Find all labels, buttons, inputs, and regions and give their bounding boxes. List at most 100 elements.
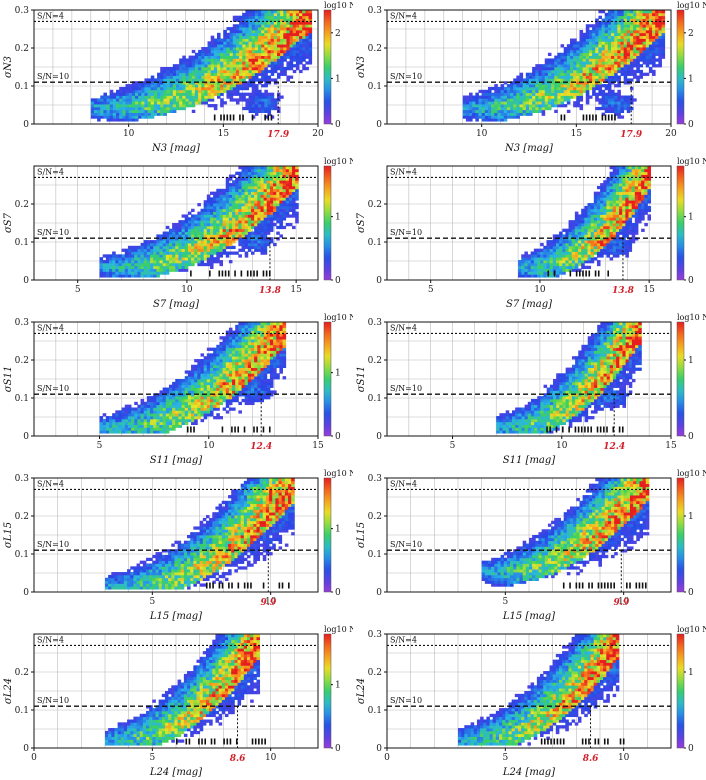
heatmap-cell [607, 18, 612, 22]
heatmap-cell [100, 109, 104, 113]
heatmap-cell [175, 248, 179, 252]
heatmap-cell [156, 251, 160, 255]
heatmap-cell [235, 49, 240, 54]
heatmap-cell [295, 58, 300, 62]
heatmap-cell [652, 64, 656, 68]
heatmap-cell [585, 61, 590, 65]
heatmap-cell [228, 200, 233, 204]
heatmap-cell [579, 270, 581, 277]
heatmap-cell [200, 242, 205, 247]
heatmap-cell [611, 78, 615, 82]
heatmap-cell [254, 177, 258, 181]
heatmap-cell [609, 220, 614, 224]
heatmap-cell [487, 86, 492, 91]
heatmap-cell [601, 75, 606, 79]
heatmap-cell [585, 38, 590, 42]
heatmap-cell [147, 92, 152, 96]
heatmap-cell [225, 211, 230, 215]
heatmap-cell [220, 86, 224, 91]
heatmap-cell [611, 67, 615, 71]
heatmap-cell [121, 271, 126, 275]
heatmap-cell [213, 92, 218, 96]
heatmap-cell [563, 64, 568, 68]
heatmap-cell [623, 47, 628, 51]
heatmap-cell [568, 223, 573, 227]
heatmap-cell [175, 268, 179, 272]
heatmap-cell [655, 41, 659, 45]
heatmap-cell [241, 171, 246, 175]
heatmap-cell [592, 35, 596, 39]
heatmap-cell [655, 29, 659, 34]
heatmap-cell [172, 245, 176, 250]
heatmap-cell [159, 262, 164, 267]
heatmap-cell [209, 223, 214, 227]
heatmap-cell [543, 260, 547, 264]
heatmap-cell [642, 21, 647, 25]
heatmap-cell [273, 24, 278, 28]
heatmap-cell [593, 245, 598, 250]
sn4-label: S/N=4 [37, 167, 64, 176]
heatmap-cell [203, 200, 208, 204]
limit-label: 13.8 [259, 286, 282, 296]
heatmap-cell [637, 174, 642, 178]
heatmap-cell [232, 89, 237, 94]
heatmap-cell [201, 84, 205, 88]
heatmap-cell [276, 98, 281, 102]
heatmap-cell [609, 242, 614, 247]
heatmap-cell [592, 61, 596, 65]
heatmap-cell [603, 251, 607, 255]
heatmap-cell [537, 268, 541, 272]
heatmap-cell [541, 112, 546, 116]
heatmap-cell [116, 92, 120, 96]
heatmap-cell [188, 69, 193, 74]
heatmap-cell [131, 421, 135, 425]
heatmap-cell [153, 396, 157, 400]
heatmap-cell [201, 47, 205, 51]
heatmap-cell [241, 217, 246, 221]
heatmap-cell [131, 101, 136, 105]
heatmap-cell [581, 248, 585, 252]
heatmap-cell [642, 49, 647, 54]
heatmap-cell [626, 98, 631, 102]
heatmap-cell [225, 183, 230, 187]
heatmap-cell [220, 44, 224, 48]
heatmap-cell [625, 240, 629, 244]
heatmap-cell [658, 64, 662, 68]
heatmap-cell [582, 89, 587, 94]
heatmap-cell [661, 32, 666, 37]
heatmap-cell [247, 197, 252, 201]
heatmap-cell [247, 248, 252, 252]
heatmap-cell [191, 228, 195, 232]
heatmap-cell [213, 61, 218, 65]
heatmap-cell [128, 86, 133, 91]
heatmap-cell [134, 109, 139, 113]
heatmap-cell [527, 260, 532, 264]
heatmap-cell [226, 58, 231, 62]
heatmap-cell [552, 265, 557, 269]
heatmap-cell [200, 245, 205, 250]
heatmap-cell [232, 49, 237, 54]
heatmap-cell [228, 228, 233, 232]
heatmap-cell [165, 245, 170, 250]
heatmap-cell [631, 234, 636, 238]
heatmap-cell [245, 98, 249, 102]
heatmap-cell [547, 67, 552, 71]
heatmap-cell [245, 92, 249, 96]
heatmap-cell [478, 101, 483, 105]
heatmap-cell [109, 106, 114, 111]
heatmap-cell [573, 104, 577, 108]
heatmap-cell [609, 203, 614, 207]
heatmap-cell [626, 69, 631, 74]
heatmap-cell [276, 220, 280, 224]
heatmap-cell [245, 21, 249, 25]
heatmap-cell [503, 115, 508, 119]
heatmap-cell [128, 98, 133, 102]
heatmap-cell [484, 106, 489, 111]
heatmap-cell [260, 194, 265, 198]
heatmap-cell [629, 78, 634, 82]
heatmap-cell [260, 223, 265, 227]
heatmap-cell [607, 61, 612, 65]
heatmap-cell [292, 188, 296, 193]
heatmap-cell [131, 84, 136, 88]
heatmap-cell [619, 203, 623, 207]
